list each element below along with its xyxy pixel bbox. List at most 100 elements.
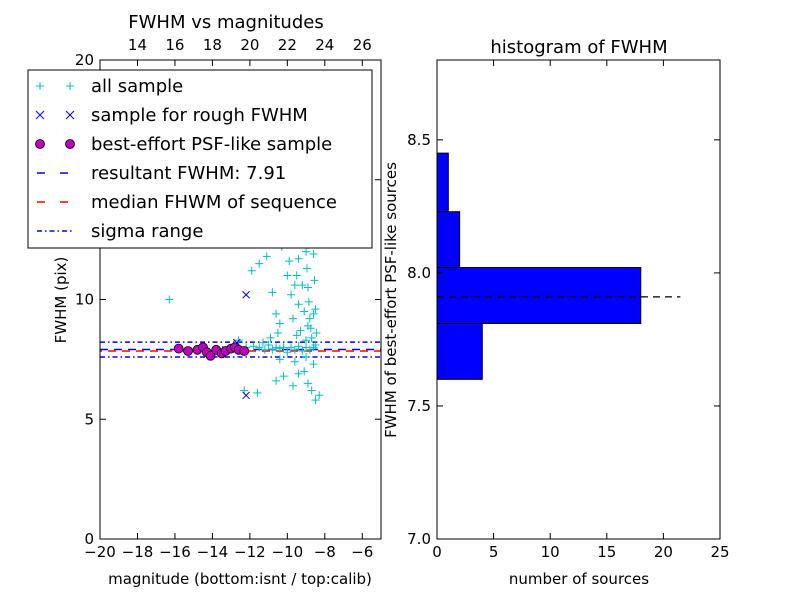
all-sample-point-32: [302, 352, 311, 361]
right-plot-area: 0 5 10 15 20 25 7.0 7.5 8.0 8.5: [407, 59, 730, 561]
left-top-tick-label-4: 22: [278, 36, 297, 54]
all-sample-point-40: [275, 319, 284, 328]
left-plot-area: −20−18−16−14−12−10−8−6051015201416182022…: [75, 36, 382, 561]
all-sample-point-36: [255, 259, 264, 268]
all-sample-point-19: [311, 341, 320, 350]
all-sample-point-65: [294, 254, 303, 263]
fwhm-vs-magnitude-panel: FWHM vs magnitudes −20 −18 −16 −14 −12 −10 −8−…: [52, 12, 382, 588]
legend-all-marker-0: [36, 82, 44, 90]
all-sample-point-45: [288, 314, 297, 323]
all-sample-point-5: [260, 345, 269, 354]
all-sample-point-8: [272, 343, 281, 352]
right-x-axis-label: number of sources: [509, 570, 649, 588]
all-sample-point-34: [275, 355, 284, 364]
all-sample-point-22: [272, 376, 281, 385]
all-sample-point-74: [273, 329, 282, 338]
legend-box: [27, 69, 373, 249]
all-sample-point-53: [303, 264, 312, 273]
best-sample-point-0: [173, 343, 184, 354]
right-x-tick-label-2: 10: [541, 543, 560, 561]
all-sample-point-76: [258, 338, 267, 347]
left-chart-title: FWHM vs magnitudes: [128, 12, 323, 33]
right-plot-frame: [436, 59, 721, 540]
right-x-tick-label-4: 20: [654, 543, 673, 561]
all-sample-point-62: [311, 305, 320, 314]
all-sample-point-50: [298, 281, 307, 290]
right-y-axis-label: FWHM of best-effort PSF-like sources: [382, 162, 400, 438]
left-y-tick-label-2: 10: [75, 291, 94, 309]
all-sample-point-31: [309, 360, 318, 369]
all-sample-point-52: [302, 247, 311, 256]
right-x-tick-label-3: 15: [597, 543, 616, 561]
all-sample-point-39: [272, 309, 281, 318]
all-sample-point-25: [294, 369, 303, 378]
left-x-tick-label-0: −20: [84, 543, 116, 561]
all-sample-point-20: [253, 388, 262, 397]
all-sample-point-26: [300, 367, 309, 376]
right-y-tick-label-3: 8.5: [407, 131, 431, 149]
all-sample-point-35: [247, 266, 256, 275]
right-x-tick-label-5: 25: [710, 543, 729, 561]
all-sample-point-28: [307, 386, 316, 395]
all-sample-point-69: [296, 326, 305, 335]
right-y-tick-label-1: 7.5: [407, 397, 431, 415]
left-y-tick-label-4: 20: [75, 51, 94, 69]
all-sample-point-38: [268, 288, 277, 297]
all-sample-point-47: [292, 271, 301, 280]
best-sample-point-12: [239, 346, 250, 356]
fwhm-histogram-panel: histogram of FWHM 0 5 10 15 20 25 7.0 7.5 8.0 8.5…: [382, 37, 730, 588]
legend-rough-marker-1: [65, 110, 75, 120]
left-x-tick-label-4: −12: [234, 543, 266, 561]
all-sample-point-44: [287, 290, 296, 299]
left-top-tick-label-0: 14: [128, 36, 147, 54]
all-sample-point-48: [294, 300, 303, 309]
all-sample-point-30: [315, 391, 324, 400]
histogram-bar-3: [436, 152, 449, 213]
right-chart-title: histogram of FWHM: [490, 37, 667, 58]
all-sample-point-68: [283, 271, 292, 280]
left-x-tick-label-1: −18: [122, 543, 154, 561]
legend-best-marker-1: [65, 139, 75, 149]
left-top-tick-label-5: 24: [315, 36, 334, 54]
all-sample-point-23: [279, 372, 288, 381]
legend-entry-3: resultant FWHM: 7.91: [91, 163, 286, 184]
all-sample-point-29: [311, 396, 320, 405]
legend-rough-marker-0: [35, 110, 45, 120]
all-sample-point-58: [307, 333, 316, 342]
all-sample-point-14: [294, 342, 303, 351]
all-sample-point-43: [285, 257, 294, 266]
all-sample-point-10: [279, 343, 288, 352]
legend-best-marker-0: [35, 139, 45, 149]
legend-entry-4: median FHWM of sequence: [91, 192, 337, 213]
legend-entry-5: sigma range: [91, 221, 203, 242]
left-y-axis-label: FWHM (pix): [52, 257, 70, 344]
all-sample-point-55: [304, 297, 313, 306]
legend-entry-2: best-effort PSF-like sample: [91, 134, 332, 155]
left-y-tick-label-1: 5: [84, 410, 94, 428]
rough-sample-point-1: [242, 391, 250, 400]
all-sample-point-3: [249, 342, 258, 351]
all-sample-point-56: [305, 314, 314, 323]
left-top-tick-label-1: 16: [165, 36, 184, 54]
left-x-tick-label-3: −14: [197, 543, 229, 561]
all-sample-point-24: [288, 381, 297, 390]
right-y-tick-label-2: 8.0: [407, 264, 431, 282]
left-y-tick-label-0: 0: [84, 530, 94, 548]
legend-entry-0: all sample: [91, 76, 183, 97]
left-x-axis-label: magnitude (bottom:isnt / top:calib): [108, 570, 372, 588]
legend-all-marker-1: [66, 82, 74, 90]
all-sample-point-72: [303, 321, 312, 330]
all-sample-point-71: [302, 336, 311, 345]
left-top-tick-label-2: 18: [203, 36, 222, 54]
all-sample-point-54: [303, 283, 312, 292]
histogram-bar-1: [436, 267, 642, 324]
all-sample-point-70: [292, 331, 301, 340]
legend: all sample sample for rough FWHM best-effo…: [27, 69, 373, 249]
left-x-tick-label-5: −10: [272, 543, 304, 561]
rough-sample-point-0: [242, 290, 250, 299]
all-sample-point-60: [309, 249, 318, 258]
all-sample-point-0: [165, 295, 174, 304]
left-top-tick-label-3: 20: [240, 36, 259, 54]
right-x-tick-label-1: 5: [489, 543, 499, 561]
